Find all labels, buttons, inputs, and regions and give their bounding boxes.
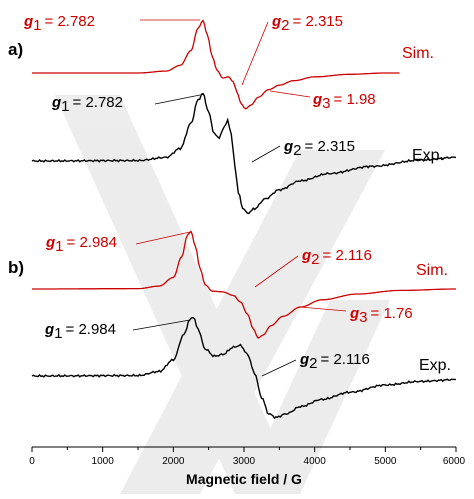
panel-a-exp-g1-leader <box>154 94 201 105</box>
panel-a-sim-g2-leader <box>241 21 269 86</box>
panel-a-sim-g3-leader <box>269 90 311 98</box>
panel-a-exp-g2-leader <box>251 145 281 163</box>
x-tick-label: 5000 <box>374 456 397 467</box>
panel-b-sim-trace <box>32 230 456 339</box>
panel-a-sim-trace <box>32 19 400 110</box>
panel-a-sim-g3-annotation: g3 = 1.98 <box>312 91 376 112</box>
panel-b-exp-g1-annotation: g1 = 2.984 <box>44 321 116 342</box>
panel-a-exp-trace <box>31 92 457 215</box>
panel-b-sim-g3-annotation: g3 = 1.76 <box>349 305 413 326</box>
panel-a-sim-g1-annotation: g1 = 2.782 <box>23 13 95 34</box>
panel-b-exp-trace <box>31 316 457 420</box>
panel-b-exp-label: Exp. <box>419 357 451 374</box>
panel-a-exp-label: Exp. <box>412 147 444 164</box>
panel-b-exp-g2-leader <box>261 359 297 377</box>
x-tick-label: 4000 <box>304 456 327 467</box>
x-tick-label: 3000 <box>233 456 256 467</box>
panel-b-sim-g3-leader <box>299 306 347 312</box>
panel-a: a) Sim. Exp. g1 = 2.782 g2 = 2.315 g3 = 1.9… <box>8 13 457 215</box>
panel-b-exp-g2-annotation: g2 = 2.116 <box>299 351 370 372</box>
watermark <box>55 95 390 494</box>
x-axis-title: Magnetic field / G <box>186 471 302 487</box>
panel-a-sim-g2-annotation: g2 = 2.315 <box>271 13 343 34</box>
panel-b-sim-g2-annotation: g2 = 2.116 <box>301 247 372 268</box>
panel-b-sim-g1-leader <box>135 231 191 245</box>
x-tick-label: 2000 <box>162 456 185 467</box>
panel-b-sim-g1-annotation: g1 = 2.984 <box>45 234 117 255</box>
panel-a-exp-g1-annotation: g1 = 2.782 <box>51 94 123 115</box>
x-tick-label: 0 <box>29 456 35 467</box>
panel-b-sim-label: Sim. <box>416 262 448 279</box>
panel-b: b) Sim. Exp. g1 = 2.984 g2 = 2.116 g3 = 1.7… <box>8 230 457 420</box>
panel-b-exp-g1-leader <box>132 319 191 331</box>
x-tick-label: 6000 <box>443 456 466 467</box>
panel-b-sim-g2-leader <box>254 255 299 288</box>
panel-a-label: a) <box>8 40 23 59</box>
panel-b-label: b) <box>8 258 24 277</box>
x-axis: 0 1000 2000 3000 4000 5000 6000 Magnetic field… <box>29 446 466 487</box>
x-axis-ticks: 0 1000 2000 3000 4000 5000 6000 <box>29 447 466 467</box>
panel-a-exp-g2-annotation: g2 = 2.315 <box>283 138 355 159</box>
panel-a-sim-label: Sim. <box>402 45 434 62</box>
x-tick-label: 1000 <box>92 456 115 467</box>
